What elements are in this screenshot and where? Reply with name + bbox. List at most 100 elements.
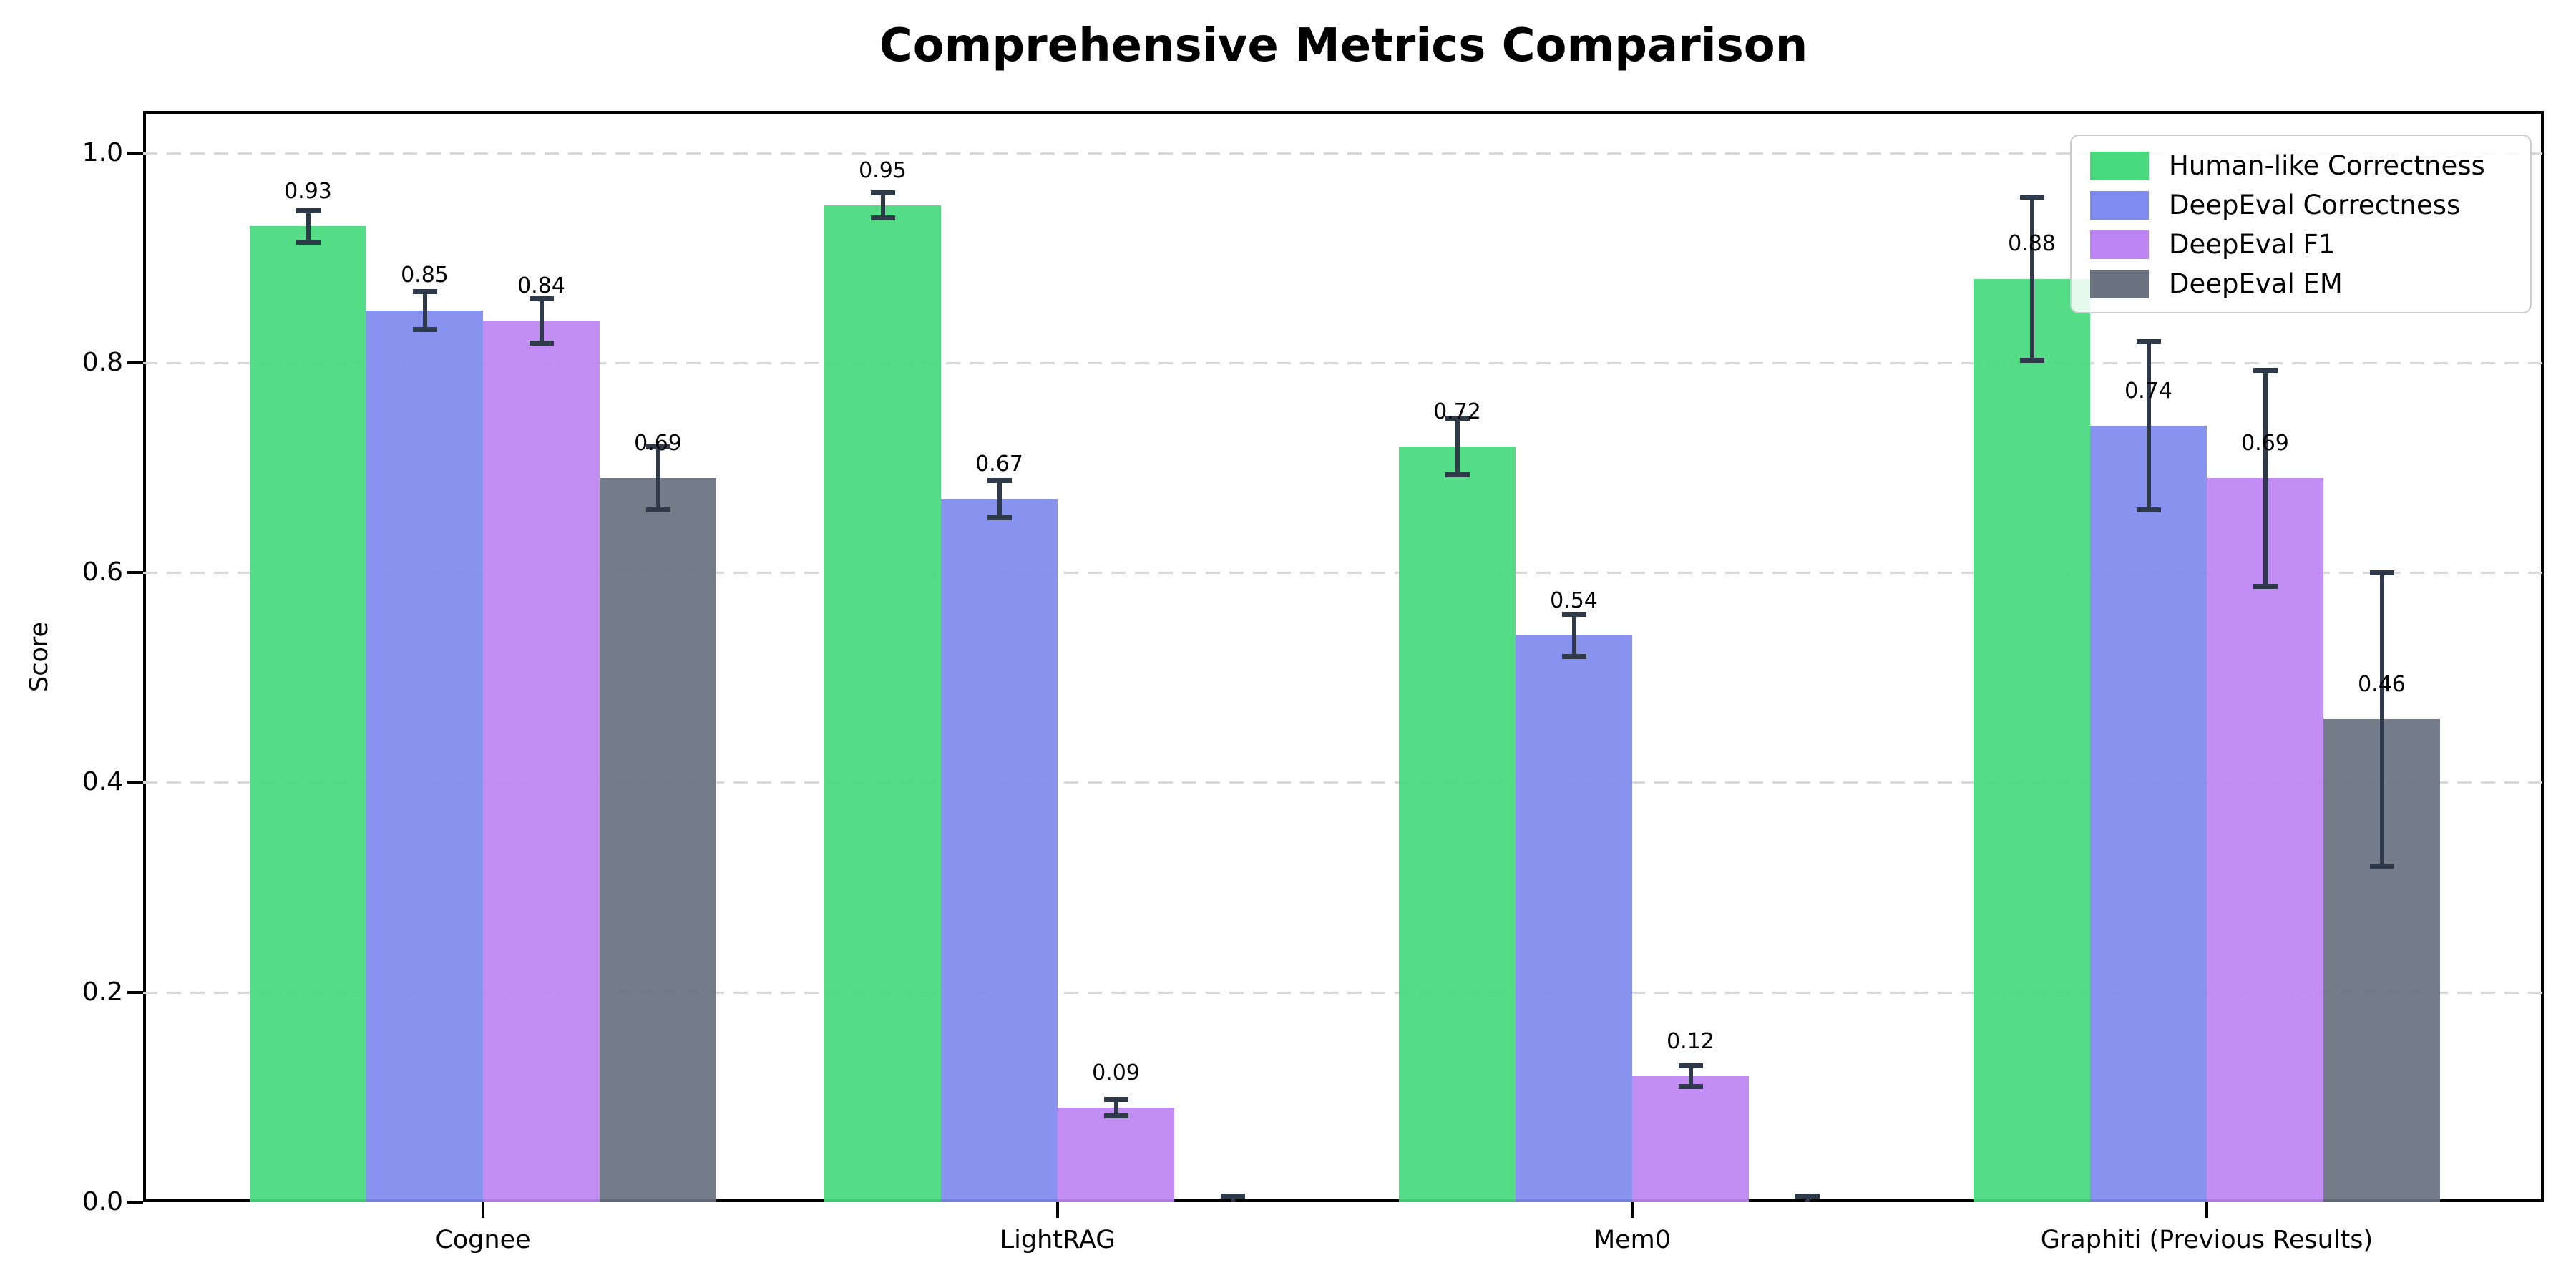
error-bar — [1688, 1065, 1693, 1087]
bar — [2090, 425, 2207, 1202]
error-bar-top-cap — [1678, 1063, 1703, 1068]
error-bar — [2379, 572, 2384, 867]
legend-swatch — [2090, 230, 2149, 259]
legend-swatch — [2090, 151, 2149, 180]
bar-value-label: 0.54 — [1550, 587, 1598, 613]
bar-value-label: 0.74 — [2124, 378, 2172, 404]
plot-area — [143, 111, 2544, 1202]
error-bar-top-cap — [296, 208, 321, 213]
error-bar-bottom-cap — [1103, 1113, 1128, 1119]
bar — [1632, 1076, 1749, 1202]
bar-value-label: 0.95 — [859, 157, 907, 183]
error-bar — [880, 192, 885, 218]
error-bar-bottom-cap — [2019, 358, 2044, 364]
x-tick-mark — [2205, 1202, 2208, 1218]
error-bar — [539, 298, 544, 343]
gridline — [143, 572, 2544, 575]
bar — [483, 321, 600, 1202]
y-tick-label: 0.8 — [82, 347, 123, 377]
error-bar-top-cap — [1561, 612, 1586, 618]
legend-label: DeepEval EM — [2169, 268, 2343, 299]
error-bar — [655, 447, 660, 510]
y-tick-mark — [127, 1201, 143, 1204]
gridline — [143, 152, 2544, 155]
bar — [250, 226, 366, 1202]
bar — [1516, 635, 1632, 1202]
error-bar — [1113, 1099, 1118, 1116]
bar-value-label: 0.67 — [975, 452, 1023, 477]
bar-value-label: 0.72 — [1433, 399, 1481, 424]
error-bar — [1455, 418, 1460, 475]
error-bar — [422, 291, 427, 329]
error-bar-top-cap — [412, 288, 437, 294]
bar-value-label: 0.12 — [1667, 1028, 1714, 1054]
legend-swatch — [2090, 190, 2149, 220]
error-bar-top-cap — [1795, 1193, 1820, 1199]
y-tick-mark — [127, 990, 143, 994]
error-bar-top-cap — [2019, 194, 2044, 200]
error-bar-top-cap — [2136, 339, 2161, 345]
bar-value-label: 0.85 — [401, 263, 449, 288]
bar-value-label: 0.93 — [284, 178, 332, 204]
error-bar-bottom-cap — [870, 215, 895, 221]
error-bar-top-cap — [645, 444, 670, 449]
error-bar-top-cap — [2253, 367, 2278, 373]
error-bar — [1805, 1196, 1810, 1202]
bar — [941, 499, 1058, 1202]
error-bar-bottom-cap — [1445, 472, 1470, 478]
error-bar — [1230, 1196, 1235, 1202]
legend-label: Human-like Correctness — [2169, 150, 2485, 181]
error-bar-top-cap — [1103, 1096, 1128, 1102]
y-tick-mark — [127, 151, 143, 155]
legend-label: DeepEval F1 — [2169, 229, 2336, 260]
error-bar-bottom-cap — [2369, 864, 2394, 869]
error-bar-bottom-cap — [987, 515, 1012, 521]
x-tick-label: Cognee — [435, 1226, 531, 1254]
error-bar-bottom-cap — [412, 326, 437, 332]
bar-value-label: 0.69 — [634, 430, 682, 456]
bar — [1974, 278, 2090, 1202]
bar — [1399, 447, 1516, 1202]
error-bar-bottom-cap — [645, 507, 670, 512]
bar-value-label: 0.46 — [2358, 672, 2406, 698]
gridline — [143, 781, 2544, 784]
bar-value-label: 0.88 — [2008, 231, 2056, 257]
error-bar — [2029, 197, 2034, 361]
gridline — [143, 991, 2544, 994]
error-bar-bottom-cap — [529, 340, 554, 346]
bar — [366, 310, 483, 1202]
error-bar-top-cap — [987, 477, 1012, 483]
x-tick-mark — [482, 1202, 484, 1218]
y-tick-label: 0.2 — [82, 977, 123, 1007]
bar-value-label: 0.69 — [2241, 430, 2289, 456]
bar-value-label: 0.84 — [517, 273, 565, 298]
legend-item: DeepEval EM — [2090, 264, 2530, 303]
error-bar-top-cap — [2369, 570, 2394, 575]
error-bar — [2263, 370, 2268, 587]
y-tick-mark — [127, 571, 143, 575]
legend-label: DeepEval Correctness — [2169, 190, 2461, 220]
error-bar-top-cap — [1445, 416, 1470, 421]
x-tick-label: Graphiti (Previous Results) — [2040, 1226, 2373, 1254]
bar — [2207, 478, 2323, 1202]
y-axis-title: Score — [25, 621, 54, 693]
legend-item: DeepEval Correctness — [2090, 185, 2530, 225]
error-bar — [2146, 341, 2151, 510]
error-bar-bottom-cap — [1561, 654, 1586, 659]
y-tick-label: 0.4 — [82, 767, 123, 797]
y-tick-label: 0.0 — [82, 1187, 123, 1216]
error-bar-top-cap — [529, 296, 554, 301]
x-tick-mark — [1056, 1202, 1059, 1218]
bar — [600, 478, 716, 1202]
error-bar-bottom-cap — [2136, 507, 2161, 512]
chart-title: Comprehensive Metrics Comparison — [879, 19, 1808, 72]
error-bar-top-cap — [1220, 1193, 1245, 1199]
x-tick-label: LightRAG — [1000, 1226, 1116, 1254]
legend-item: DeepEval F1 — [2090, 225, 2530, 264]
error-bar-bottom-cap — [1678, 1084, 1703, 1090]
legend: Human-like Correctness DeepEval Correctne… — [2070, 135, 2532, 313]
error-bar — [997, 480, 1002, 518]
bar — [1058, 1108, 1174, 1202]
error-bar — [306, 210, 311, 243]
